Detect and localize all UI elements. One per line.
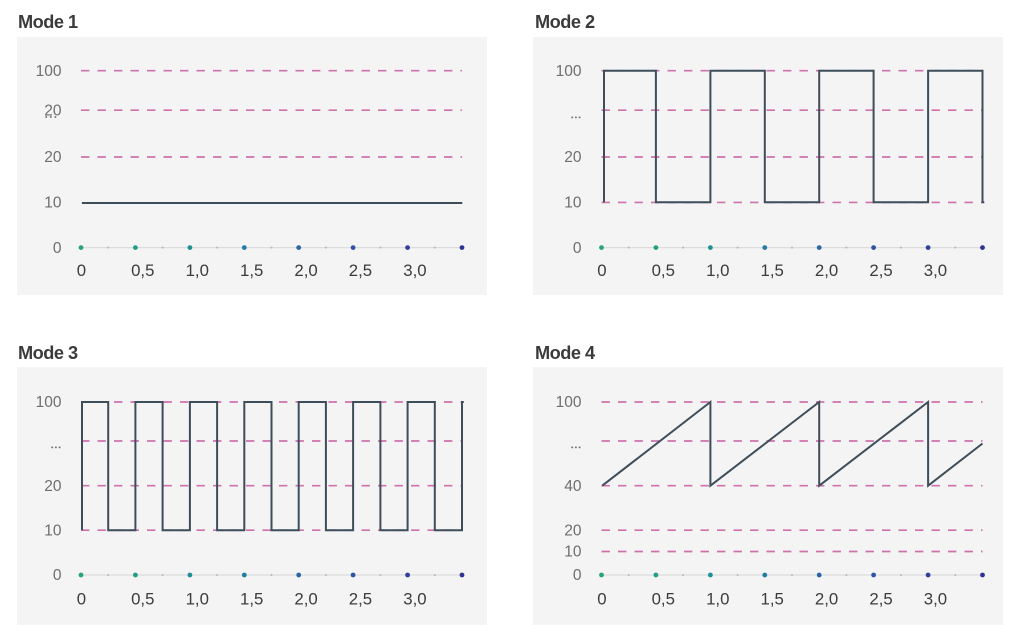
- svg-text:0,5: 0,5: [652, 590, 675, 609]
- svg-text:3,0: 3,0: [403, 590, 426, 609]
- svg-text:1,5: 1,5: [240, 590, 263, 609]
- svg-text:10: 10: [44, 195, 62, 212]
- svg-text:40: 40: [564, 478, 582, 495]
- svg-text:2,5: 2,5: [869, 590, 892, 609]
- svg-text:2,5: 2,5: [349, 590, 372, 609]
- svg-text:0: 0: [597, 590, 606, 609]
- svg-text:2,0: 2,0: [294, 590, 317, 609]
- svg-text:2,0: 2,0: [815, 590, 838, 609]
- svg-text:20: 20: [564, 149, 582, 166]
- svg-text:20: 20: [564, 522, 582, 539]
- svg-text:Mode 3: Mode 3: [18, 343, 78, 363]
- svg-text:0,5: 0,5: [131, 590, 154, 609]
- svg-text:3,0: 3,0: [924, 590, 947, 609]
- svg-text:3,0: 3,0: [403, 261, 426, 280]
- svg-text:0: 0: [77, 261, 86, 280]
- svg-text:Mode 2: Mode 2: [535, 12, 595, 32]
- svg-text:1,5: 1,5: [761, 590, 784, 609]
- svg-text:2,0: 2,0: [815, 261, 838, 280]
- svg-text:2,5: 2,5: [349, 261, 372, 280]
- svg-text:0,5: 0,5: [652, 261, 675, 280]
- svg-text:1,0: 1,0: [706, 590, 729, 609]
- svg-text:100: 100: [36, 63, 62, 80]
- svg-text:20: 20: [44, 102, 62, 119]
- svg-text:1,0: 1,0: [706, 261, 729, 280]
- svg-text:100: 100: [556, 63, 582, 80]
- svg-text:10: 10: [44, 522, 62, 539]
- svg-text:1,5: 1,5: [761, 261, 784, 280]
- svg-text:10: 10: [564, 544, 582, 561]
- svg-text:0: 0: [573, 567, 582, 584]
- svg-text:20: 20: [44, 478, 62, 495]
- svg-text:0: 0: [77, 590, 86, 609]
- svg-text:100: 100: [556, 394, 582, 411]
- svg-text:3,0: 3,0: [924, 261, 947, 280]
- svg-text:Mode 4: Mode 4: [535, 343, 596, 363]
- svg-text:10: 10: [564, 195, 582, 212]
- svg-text:Mode 1: Mode 1: [18, 12, 78, 32]
- svg-text:0: 0: [53, 240, 62, 257]
- svg-text:2,0: 2,0: [294, 261, 317, 280]
- svg-text:100: 100: [36, 394, 62, 411]
- svg-text:0,5: 0,5: [131, 261, 154, 280]
- svg-text:0: 0: [573, 240, 582, 257]
- svg-text:0: 0: [53, 567, 62, 584]
- svg-text:0: 0: [597, 261, 606, 280]
- svg-text:1,5: 1,5: [240, 261, 263, 280]
- svg-text:20: 20: [44, 149, 62, 166]
- svg-text:1,0: 1,0: [186, 261, 209, 280]
- svg-text:2,5: 2,5: [869, 261, 892, 280]
- svg-text:1,0: 1,0: [186, 590, 209, 609]
